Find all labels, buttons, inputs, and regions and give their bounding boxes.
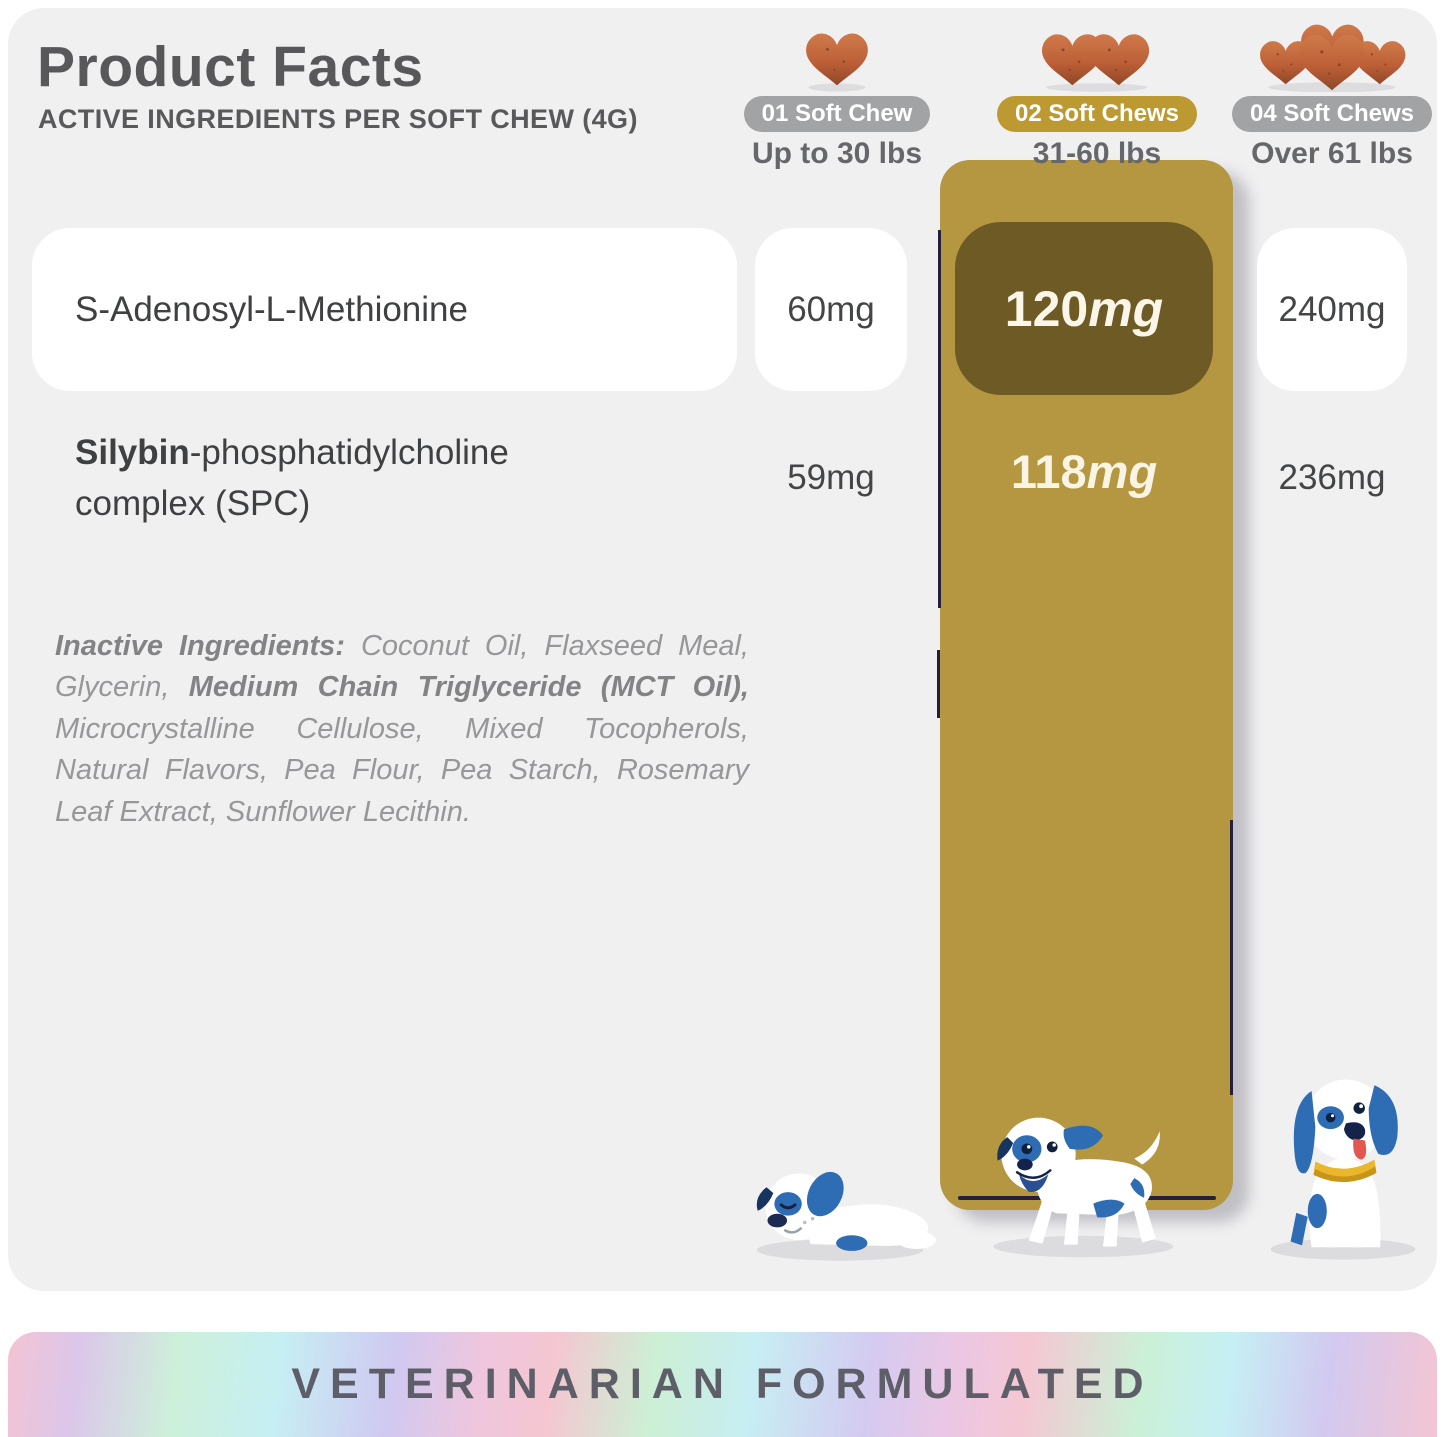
- ingredient-name: Silybin-phosphatidylcholine complex (SPC…: [75, 433, 509, 523]
- weight-range-label: Up to 30 lbs: [751, 137, 923, 170]
- sketch-line: [937, 650, 940, 718]
- dose-value-medium-highlight: 120mg: [955, 222, 1213, 395]
- sketch-line: [1230, 820, 1233, 1095]
- sitting-dog-illustration: [1270, 1079, 1416, 1260]
- chew-count-badge: 01 Soft Chew: [743, 96, 931, 132]
- two-soft-chews-icon: [987, 8, 1207, 92]
- chew-count-badge-highlighted: 02 Soft Chews: [996, 96, 1198, 132]
- four-soft-chews-icon: [1222, 8, 1442, 92]
- sketch-line: [938, 230, 941, 608]
- page-subtitle: ACTIVE INGREDIENTS PER SOFT CHEW (4G): [38, 104, 638, 134]
- chew-count-badge: 04 Soft Chews: [1231, 96, 1433, 132]
- ingredient-row: S-Adenosyl-L-Methionine: [32, 228, 737, 391]
- lying-puppy-illustration: [756, 1171, 937, 1261]
- dose-value-small: 60mg: [755, 228, 907, 391]
- dose-column-large-dog: 04 Soft Chews Over 61 lbs: [1222, 8, 1442, 171]
- one-soft-chew-icon: [727, 8, 947, 92]
- standing-dog-illustration: [993, 1117, 1174, 1258]
- veterinarian-formulated-banner: VETERINARIAN FORMULATED: [8, 1332, 1437, 1437]
- ingredient-name: S-Adenosyl-L-Methionine: [75, 289, 468, 329]
- page-title: Product Facts: [37, 35, 424, 99]
- inactive-ingredients-text: Inactive Ingredients: Coconut Oil, Flaxs…: [55, 630, 749, 828]
- banner-label: VETERINARIAN FORMULATED: [291, 1360, 1154, 1408]
- dose-value-large: 236mg: [1278, 458, 1386, 497]
- dose-value-large: 240mg: [1257, 228, 1407, 391]
- weight-range-label: 31-60 lbs: [1032, 137, 1162, 170]
- dose-column-medium-dog: 02 Soft Chews 31-60 lbs: [987, 8, 1207, 171]
- weight-range-label: Over 61 lbs: [1251, 137, 1413, 170]
- dose-column-small-dog: 01 Soft Chew Up to 30 lbs: [727, 8, 947, 171]
- dose-value-small: 59mg: [787, 458, 875, 497]
- dose-value-medium: 118mg: [1010, 445, 1158, 498]
